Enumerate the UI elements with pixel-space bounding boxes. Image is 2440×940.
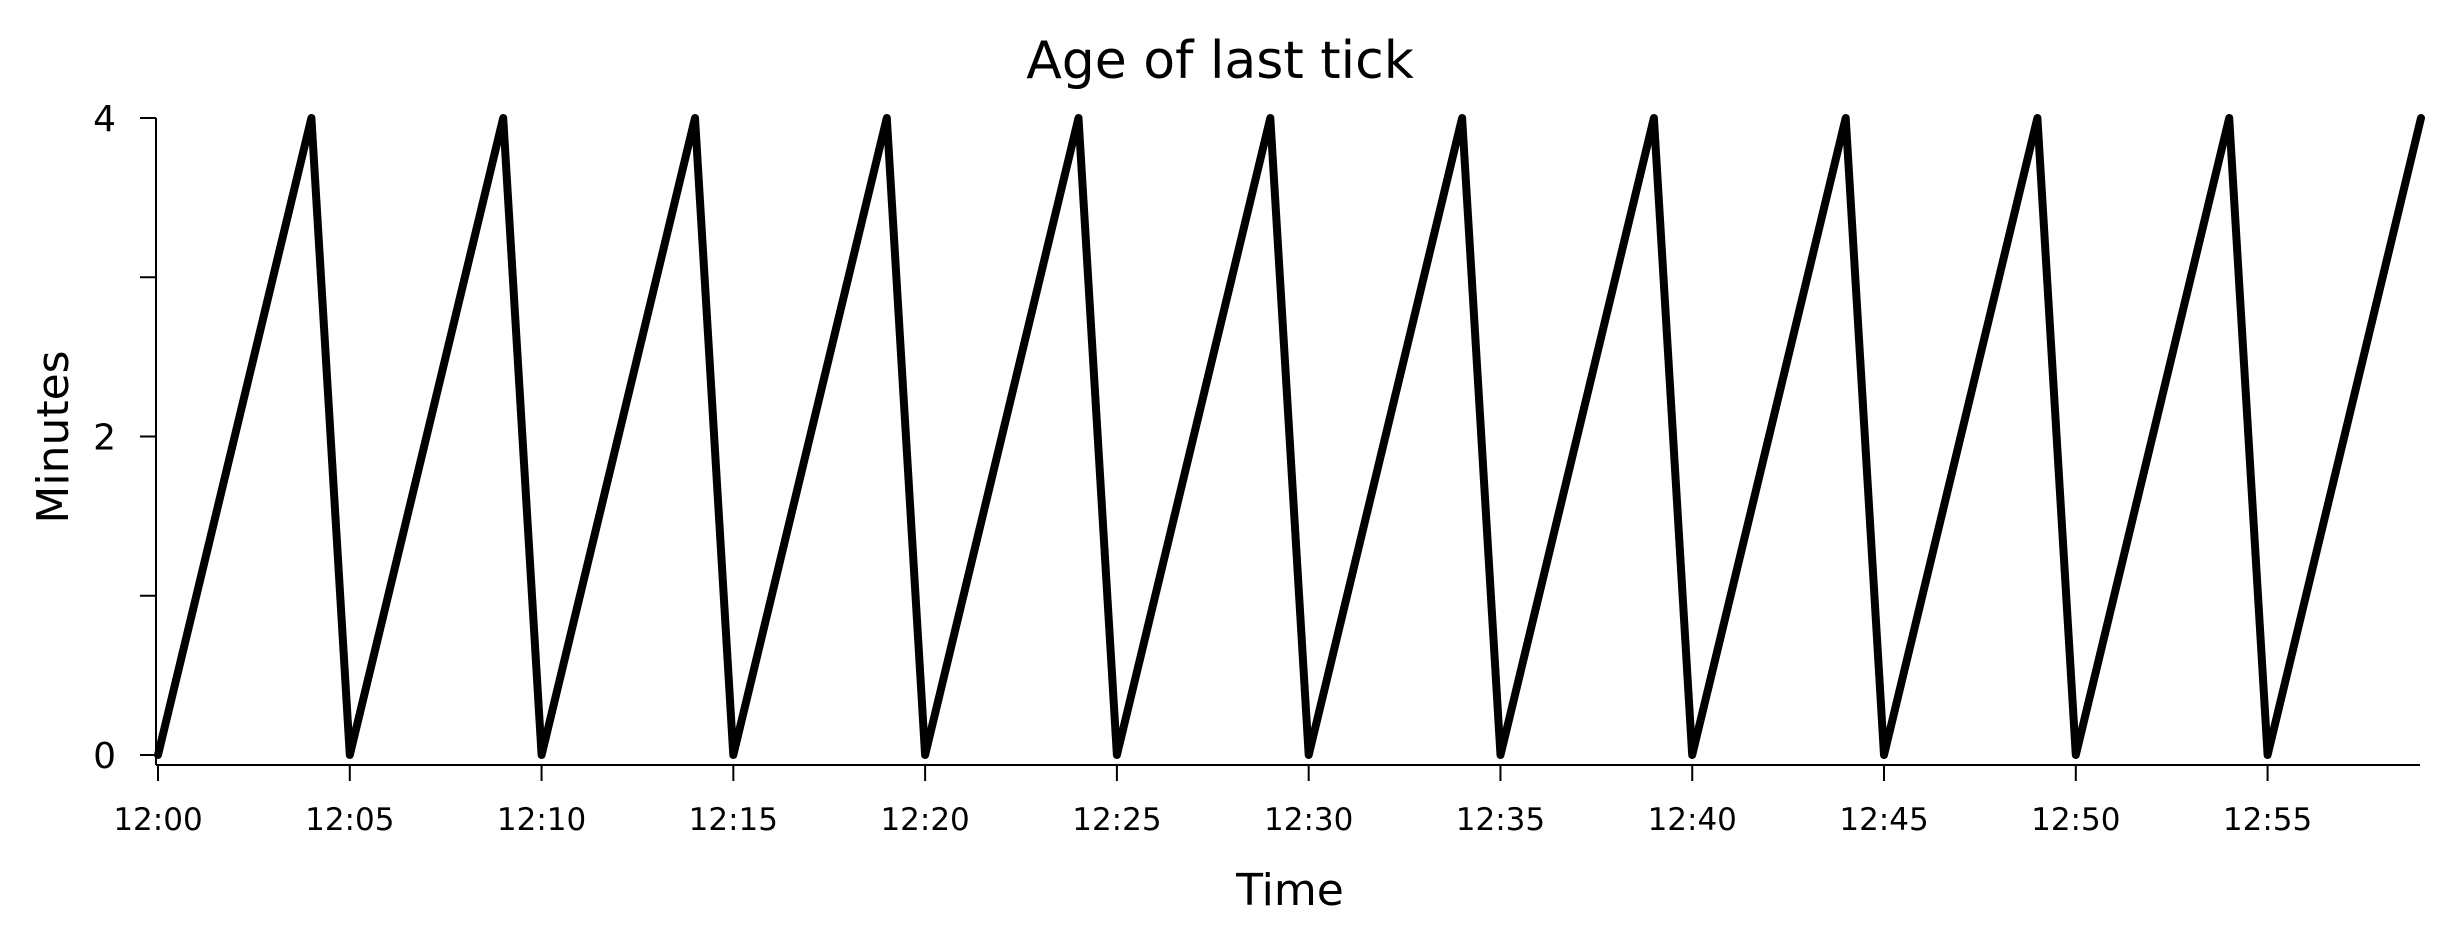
x-tick-label: 12:20 <box>880 802 969 838</box>
x-tick-label: 12:30 <box>1264 802 1353 838</box>
x-tick-label: 12:00 <box>113 802 202 838</box>
x-tick-label: 12:45 <box>1839 802 1928 838</box>
y-axis-label: Minutes <box>28 350 79 523</box>
chart-title: Age of last tick <box>1026 31 1414 91</box>
series-group <box>154 114 2425 759</box>
x-tick-label: 12:40 <box>1648 802 1737 838</box>
y-ticks: 0 2 4 <box>93 99 156 777</box>
x-tick-label: 12:55 <box>2223 802 2312 838</box>
y-tick-label: 0 <box>93 736 116 777</box>
x-tick-label: 12:50 <box>2031 802 2120 838</box>
x-tick-label: 12:35 <box>1456 802 1545 838</box>
y-tick-label: 2 <box>93 418 116 459</box>
y-tick-label: 4 <box>93 99 116 140</box>
x-tick-label: 12:25 <box>1072 802 1161 838</box>
x-tick-label: 12:15 <box>689 802 778 838</box>
x-ticks: 12:00 12:05 12:10 12:15 12:20 12:25 12:30 12:35… <box>113 765 2312 838</box>
x-axis-label: Time <box>1235 865 1344 916</box>
series-line <box>154 114 2425 759</box>
x-tick-label: 12:05 <box>305 802 394 838</box>
x-tick-label: 12:10 <box>497 802 586 838</box>
